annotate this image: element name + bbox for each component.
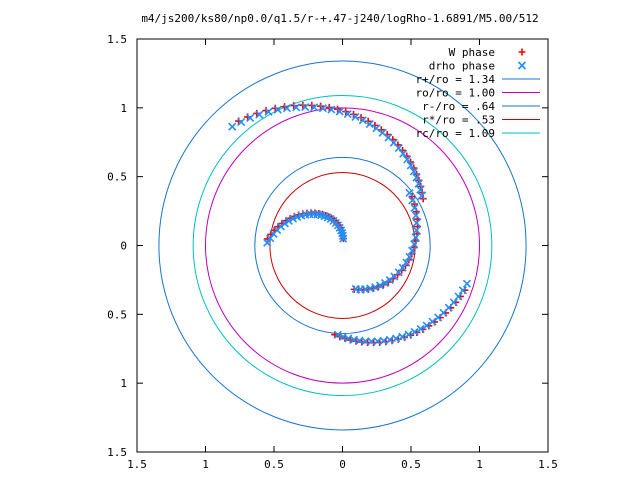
drho-phase-point	[264, 107, 273, 116]
drho-phase-point	[417, 191, 426, 200]
drho-phase-point	[410, 240, 419, 249]
drho-phase-point	[410, 327, 419, 337]
legend-label: W phase	[449, 46, 495, 59]
drho-phase-point	[365, 120, 374, 129]
drho-phase-point	[335, 107, 344, 116]
drho-phase-point	[246, 113, 255, 123]
drho-phase-point	[378, 128, 387, 137]
x-tick-label: 0.5	[401, 458, 421, 471]
circle-ro-ring	[205, 107, 480, 384]
drho-phase-point	[318, 104, 327, 113]
drho-phase-point	[404, 330, 413, 339]
drho-phase-point	[338, 231, 347, 240]
drho-phase-point	[412, 173, 421, 182]
drho-phase-point	[379, 336, 388, 345]
drho-phase-point	[266, 234, 275, 243]
drho-phase-point	[288, 214, 298, 223]
drho-phase-point	[408, 246, 417, 255]
x-tick-label: 0.5	[264, 458, 284, 471]
drho-phase-point	[410, 203, 419, 212]
y-tick-label: 0.5	[107, 171, 127, 184]
drho-phase-point	[263, 238, 272, 247]
drho-phase-point	[414, 179, 423, 188]
drho-phase-point	[408, 196, 417, 205]
drho-phase-point	[428, 317, 437, 326]
chart-title: m4/js200/ks80/np0.0/q1.5/r-+.47-j240/log…	[141, 12, 538, 25]
x-tick-label: 1	[476, 458, 483, 471]
drho-phase-point	[255, 110, 264, 119]
drho-phase-point	[398, 263, 407, 272]
legend-label: r*/ro = .53	[422, 114, 495, 127]
drho-phase-point	[411, 233, 420, 242]
drho-phase-point	[358, 116, 367, 125]
drho-phase-point	[371, 283, 380, 292]
drho-phase-point	[422, 321, 431, 330]
y-tick-label: 0.5	[107, 308, 127, 321]
drho-phase-point	[301, 102, 310, 112]
drho-phase-point	[228, 122, 237, 131]
legend-label: r-/ro = .64	[422, 100, 495, 113]
drho-phase-point	[403, 155, 412, 164]
drho-phase-point	[327, 105, 336, 114]
drho-phase-point	[237, 117, 246, 127]
drho-phase-point	[376, 281, 385, 290]
drho-phase-point	[406, 161, 415, 170]
drho-phase-point	[380, 278, 390, 288]
drho-phase-point	[412, 226, 421, 235]
x-tick-label: 1	[202, 458, 209, 471]
drho-phase-point	[351, 112, 360, 122]
drho-phase-point	[405, 252, 414, 261]
drho-phase-point	[385, 335, 394, 344]
legend-label: r+/ro = 1.34	[416, 73, 496, 86]
drho-phase-point	[273, 105, 282, 114]
drho-phase-point	[458, 286, 467, 295]
circle-r--ring	[254, 156, 431, 335]
legend-label: ro/ro = 1.00	[416, 87, 495, 100]
drho-phase-point	[372, 124, 381, 133]
x-tick-label: 1.5	[127, 458, 147, 471]
drho-phase-point	[284, 216, 293, 225]
drho-phase-point	[416, 185, 425, 194]
x-tick-label: 0	[339, 458, 346, 471]
plot-area: 1.5 1 0.5 0 0.5 1 1.51.510.500.511.5	[107, 33, 558, 471]
legend-label: drho phase	[429, 60, 495, 73]
w-phase-point	[364, 117, 372, 125]
y-tick-label: 1	[120, 377, 127, 390]
y-tick-label: 0	[120, 240, 127, 253]
plot-content	[158, 60, 527, 431]
drho-phase-point	[462, 279, 472, 288]
y-tick-label: 1.5	[107, 33, 127, 46]
drho-phase-point	[293, 212, 302, 222]
y-tick-label: 1	[120, 102, 127, 115]
drho-phase-point	[409, 167, 418, 176]
drho-phase-point	[405, 188, 414, 198]
drho-phase-point	[367, 337, 376, 346]
legend-label: rc/ro = 1.09	[416, 127, 495, 140]
drho-phase-point	[343, 109, 352, 119]
drho-phase-point	[282, 104, 292, 113]
drho-phase-point	[411, 211, 420, 220]
drho-phase-point	[454, 292, 463, 301]
y-tick-label: 1.5	[107, 446, 127, 459]
drho-phase-point	[391, 334, 401, 343]
x-tick-label: 1.5	[538, 458, 558, 471]
drho-phase-point	[412, 218, 421, 228]
circle-rc-ring	[192, 94, 493, 397]
drho-phase-point	[333, 330, 342, 339]
circle-r*-ring	[269, 172, 416, 319]
drho-phase-point	[416, 324, 425, 334]
drho-phase-point	[292, 103, 301, 112]
drho-phase-point	[310, 103, 319, 112]
legend-marker	[518, 48, 526, 56]
drho-phase-point	[398, 332, 407, 341]
legend-marker	[517, 61, 527, 70]
drho-phase-point	[402, 258, 411, 267]
circle-r+-ring	[158, 60, 527, 431]
